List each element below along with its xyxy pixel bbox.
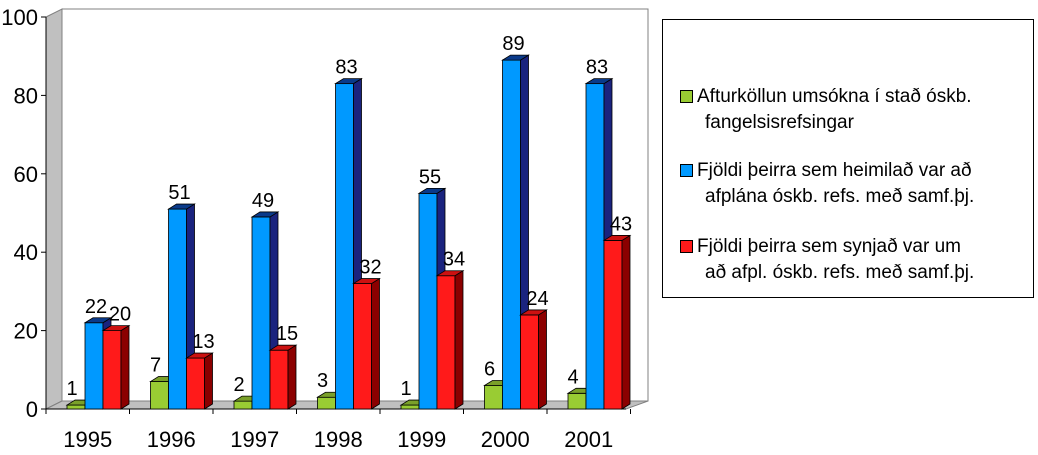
legend-item-synjad: Fjöldi þeirra sem synjað var um að afpl.…: [680, 234, 975, 286]
bar-front: [168, 208, 187, 410]
y-axis: 0 20 40 60 80 100: [1, 5, 46, 422]
data-label: 4: [567, 366, 578, 388]
data-label: 51: [168, 182, 190, 204]
x-tick-label: 1996: [147, 427, 196, 452]
bar: [602, 234, 632, 410]
x-tick-label: 1997: [230, 427, 279, 452]
bar-side: [204, 352, 213, 410]
legend-label: Fjöldi þeirra sem heimilað var að afplán…: [697, 160, 975, 207]
bar-front: [567, 392, 587, 410]
y-tick-label: 0: [26, 397, 38, 422]
bar: [101, 324, 131, 410]
bar-top: [417, 187, 447, 194]
bar-front: [436, 275, 456, 410]
bars: [65, 54, 632, 410]
x-tick-label: 2001: [564, 427, 613, 452]
bar-top: [250, 211, 280, 218]
bar-front: [502, 59, 521, 410]
side-wall: [45, 8, 63, 410]
data-labels: 1 22 20 7 51 13 2 49 15 3 83 32 1 55 34 6 89 24 4 83 43: [66, 33, 632, 400]
data-label: 83: [586, 57, 608, 79]
data-label: 1: [400, 378, 411, 400]
bar-side: [287, 344, 297, 410]
x-tick-label: 1998: [314, 427, 363, 452]
data-label: 20: [109, 304, 131, 326]
legend-swatch-red: [680, 240, 693, 253]
bar-side: [120, 324, 130, 410]
bar-top: [83, 317, 113, 324]
legend-label: Afturköllun umsókna í stað óskb. fangels…: [697, 86, 972, 133]
data-label: 43: [610, 213, 632, 235]
bar-top: [584, 78, 614, 85]
bar-top: [352, 278, 381, 284]
bar-front: [186, 357, 205, 410]
bar-front: [84, 322, 104, 410]
bar-front: [353, 283, 372, 410]
bar-front: [484, 385, 503, 410]
bar: [185, 352, 214, 410]
legend-item-heimilad: Fjöldi þeirra sem heimilað var að afplán…: [680, 158, 975, 210]
y-tick-label: 60: [14, 162, 38, 187]
x-tick-label: 1995: [63, 427, 112, 452]
bar-top: [268, 344, 298, 351]
x-tick-label: 1999: [397, 427, 446, 452]
data-label: 49: [252, 190, 274, 212]
data-label: 2: [233, 374, 244, 396]
bar-front: [418, 192, 438, 410]
bar: [435, 269, 465, 410]
bar: [519, 309, 548, 410]
bar-side: [538, 309, 547, 410]
bar-front: [585, 83, 605, 410]
bar-front: [251, 216, 271, 410]
y-tick-label: 80: [14, 83, 38, 108]
data-label: 89: [502, 33, 524, 55]
data-label: 34: [443, 249, 465, 271]
legend-label: Fjöldi þeirra sem synjað var um að afpl.…: [697, 236, 975, 283]
y-tick-label: 20: [14, 319, 38, 344]
bar-top: [101, 325, 131, 332]
bar: [268, 344, 298, 410]
bar-top: [435, 270, 465, 277]
bar-front: [317, 396, 336, 410]
bar: [352, 277, 381, 410]
bar-top: [334, 78, 363, 85]
y-tick-label: 40: [14, 240, 38, 265]
legend-swatch-blue: [680, 164, 693, 177]
bar-front: [102, 330, 122, 410]
data-label: 24: [526, 288, 548, 310]
x-tick-label: 2000: [481, 427, 530, 452]
data-label: 15: [276, 323, 298, 345]
bar-side: [371, 277, 380, 410]
bar-top: [602, 235, 632, 241]
bar-side: [454, 269, 464, 410]
bar-front: [520, 314, 539, 410]
data-label: 83: [335, 57, 357, 79]
bar-front: [335, 83, 354, 410]
data-label: 6: [484, 358, 495, 380]
bar-front: [150, 381, 169, 410]
data-label: 55: [419, 166, 441, 188]
bar-front: [66, 404, 86, 410]
bar-front: [603, 240, 623, 410]
bar-top: [501, 54, 530, 61]
legend-item-afturkollun: Afturköllun umsókna í stað óskb. fangels…: [680, 84, 972, 136]
data-label: 22: [85, 296, 107, 318]
bar-top: [519, 309, 548, 316]
x-axis: 1995 1996 1997 1998 1999 2000 2001: [45, 409, 631, 452]
bar-top: [185, 352, 214, 359]
bar-front: [269, 349, 289, 410]
legend: Afturköllun umsókna í stað óskb. fangels…: [662, 19, 1034, 298]
data-label: 13: [192, 331, 214, 353]
legend-swatch-green: [680, 90, 693, 103]
bar-front: [233, 400, 253, 410]
data-label: 3: [317, 370, 328, 392]
y-tick-label: 100: [1, 5, 38, 30]
data-label: 7: [150, 355, 161, 377]
bar-side: [621, 234, 631, 410]
data-label: 1: [66, 378, 77, 400]
data-label: 32: [359, 257, 381, 279]
bar-top: [167, 203, 196, 210]
bar-front: [400, 404, 420, 410]
